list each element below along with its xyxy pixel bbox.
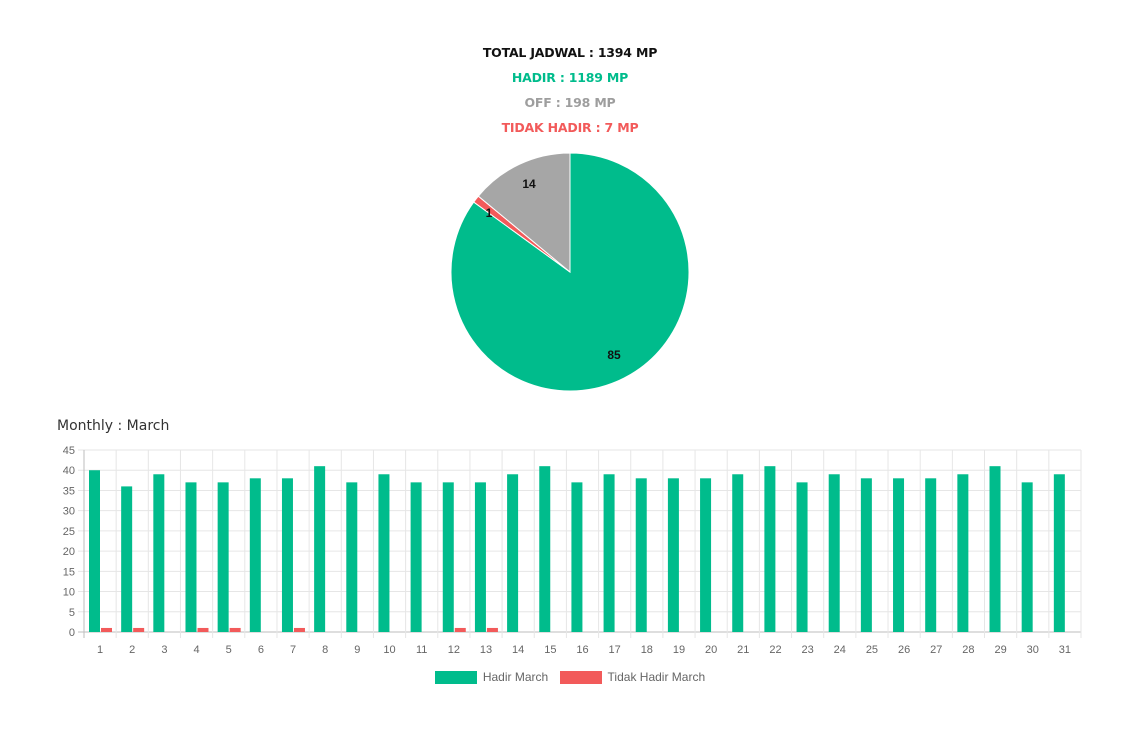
bar-hadir-6[interactable] (249, 478, 261, 632)
x-tick-label-3: 3 (161, 644, 167, 656)
pie-label-1: 1 (486, 206, 493, 220)
x-tick-label-24: 24 (834, 644, 846, 656)
bar-hadir-13[interactable] (474, 482, 486, 632)
bar-hadir-21[interactable] (732, 474, 744, 632)
bar-hadir-8[interactable] (314, 466, 326, 632)
bar-hadir-23[interactable] (796, 482, 808, 632)
bar-hadir-26[interactable] (893, 478, 905, 632)
pie-label-0: 85 (607, 348, 621, 362)
x-tick-label-29: 29 (994, 644, 1006, 656)
bar-hadir-20[interactable] (700, 478, 712, 632)
y-tick-label-7: 35 (63, 485, 75, 497)
bar-tidak-hadir-13[interactable] (486, 627, 498, 632)
bar-tidak-hadir-4[interactable] (197, 627, 209, 632)
x-tick-label-25: 25 (866, 644, 878, 656)
bar-hadir-22[interactable] (764, 466, 776, 632)
x-tick-label-4: 4 (194, 644, 200, 656)
x-tick-label-26: 26 (898, 644, 910, 656)
bar-hadir-10[interactable] (378, 474, 390, 632)
x-tick-label-30: 30 (1027, 644, 1039, 656)
bar-hadir-25[interactable] (860, 478, 872, 632)
bar-hadir-1[interactable] (89, 470, 100, 632)
attendance-pie-chart: 85 1 14 (450, 152, 690, 392)
bar-hadir-31[interactable] (1053, 474, 1065, 632)
y-tick-label-8: 40 (63, 465, 75, 477)
bar-tidak-hadir-1[interactable] (101, 627, 112, 632)
x-tick-label-23: 23 (802, 644, 814, 656)
x-tick-label-10: 10 (383, 644, 395, 656)
y-tick-label-9: 45 (63, 445, 75, 457)
x-tick-label-28: 28 (962, 644, 974, 656)
legend-item-tidak-hadir[interactable]: Tidak Hadir March (559, 670, 706, 684)
legend-label-hadir: Hadir March (482, 670, 549, 684)
x-tick-label-31: 31 (1059, 644, 1071, 656)
y-tick-label-6: 30 (63, 506, 75, 518)
x-tick-label-27: 27 (930, 644, 942, 656)
hadir-label: HADIR : 1189 MP (511, 70, 629, 85)
x-tick-label-12: 12 (448, 644, 460, 656)
bar-tidak-hadir-5[interactable] (229, 627, 241, 632)
legend-swatch-tidak-hadir (559, 670, 602, 684)
x-tick-label-6: 6 (258, 644, 264, 656)
bar-tidak-hadir-7[interactable] (293, 627, 305, 632)
legend-label-tidak-hadir: Tidak Hadir March (607, 670, 706, 684)
bar-hadir-5[interactable] (217, 482, 229, 632)
bar-hadir-4[interactable] (185, 482, 197, 632)
x-tick-label-15: 15 (544, 644, 556, 656)
pie-label-2: 14 (522, 177, 536, 191)
y-tick-label-2: 10 (63, 587, 75, 599)
x-tick-label-8: 8 (322, 644, 328, 656)
x-tick-label-5: 5 (226, 644, 232, 656)
summary: TOTAL JADWAL : 1394 MP HADIR : 1189 MP O… (0, 40, 1140, 140)
bar-hadir-16[interactable] (571, 482, 583, 632)
bar-hadir-3[interactable] (153, 474, 165, 632)
x-tick-label-21: 21 (737, 644, 749, 656)
x-tick-label-19: 19 (673, 644, 685, 656)
bar-hadir-15[interactable] (539, 466, 551, 632)
legend-item-hadir[interactable]: Hadir March (434, 670, 549, 684)
x-tick-label-18: 18 (641, 644, 653, 656)
x-tick-label-13: 13 (480, 644, 492, 656)
bar-hadir-9[interactable] (346, 482, 358, 632)
bar-tidak-hadir-12[interactable] (454, 627, 466, 632)
x-tick-label-7: 7 (290, 644, 296, 656)
bar-hadir-30[interactable] (1021, 482, 1033, 632)
x-tick-label-14: 14 (512, 644, 524, 656)
bar-hadir-27[interactable] (925, 478, 937, 632)
bar-tidak-hadir-2[interactable] (133, 627, 145, 632)
total-jadwal-label: TOTAL JADWAL : 1394 MP (482, 45, 658, 60)
off-label: OFF : 198 MP (524, 95, 616, 110)
bar-hadir-28[interactable] (957, 474, 969, 632)
bar-hadir-7[interactable] (281, 478, 293, 632)
pie-slice-2[interactable] (477, 152, 571, 274)
bar-hadir-29[interactable] (989, 466, 1001, 632)
x-tick-label-2: 2 (129, 644, 135, 656)
monthly-title: Monthly : March (57, 418, 170, 434)
y-tick-label-4: 20 (63, 546, 75, 558)
x-tick-label-20: 20 (705, 644, 717, 656)
bar-hadir-14[interactable] (507, 474, 519, 632)
y-tick-label-1: 5 (69, 607, 75, 619)
bar-hadir-24[interactable] (828, 474, 840, 632)
bar-hadir-18[interactable] (635, 478, 647, 632)
x-tick-label-17: 17 (609, 644, 621, 656)
bar-hadir-17[interactable] (603, 474, 615, 632)
y-tick-label-5: 25 (63, 526, 75, 538)
legend-swatch-hadir (434, 670, 477, 684)
y-tick-label-0: 0 (69, 627, 75, 639)
x-tick-label-1: 1 (97, 644, 103, 656)
bar-hadir-11[interactable] (410, 482, 422, 632)
bar-legend: Hadir March Tidak Hadir March (0, 670, 1140, 687)
bar-hadir-2[interactable] (121, 486, 133, 632)
x-tick-label-22: 22 (769, 644, 781, 656)
bar-hadir-19[interactable] (667, 478, 679, 632)
x-tick-label-16: 16 (576, 644, 588, 656)
x-tick-label-9: 9 (354, 644, 360, 656)
x-tick-label-11: 11 (416, 644, 427, 656)
tidak-hadir-label: TIDAK HADIR : 7 MP (501, 120, 639, 135)
y-tick-label-3: 15 (63, 566, 75, 578)
bar-hadir-12[interactable] (442, 482, 454, 632)
